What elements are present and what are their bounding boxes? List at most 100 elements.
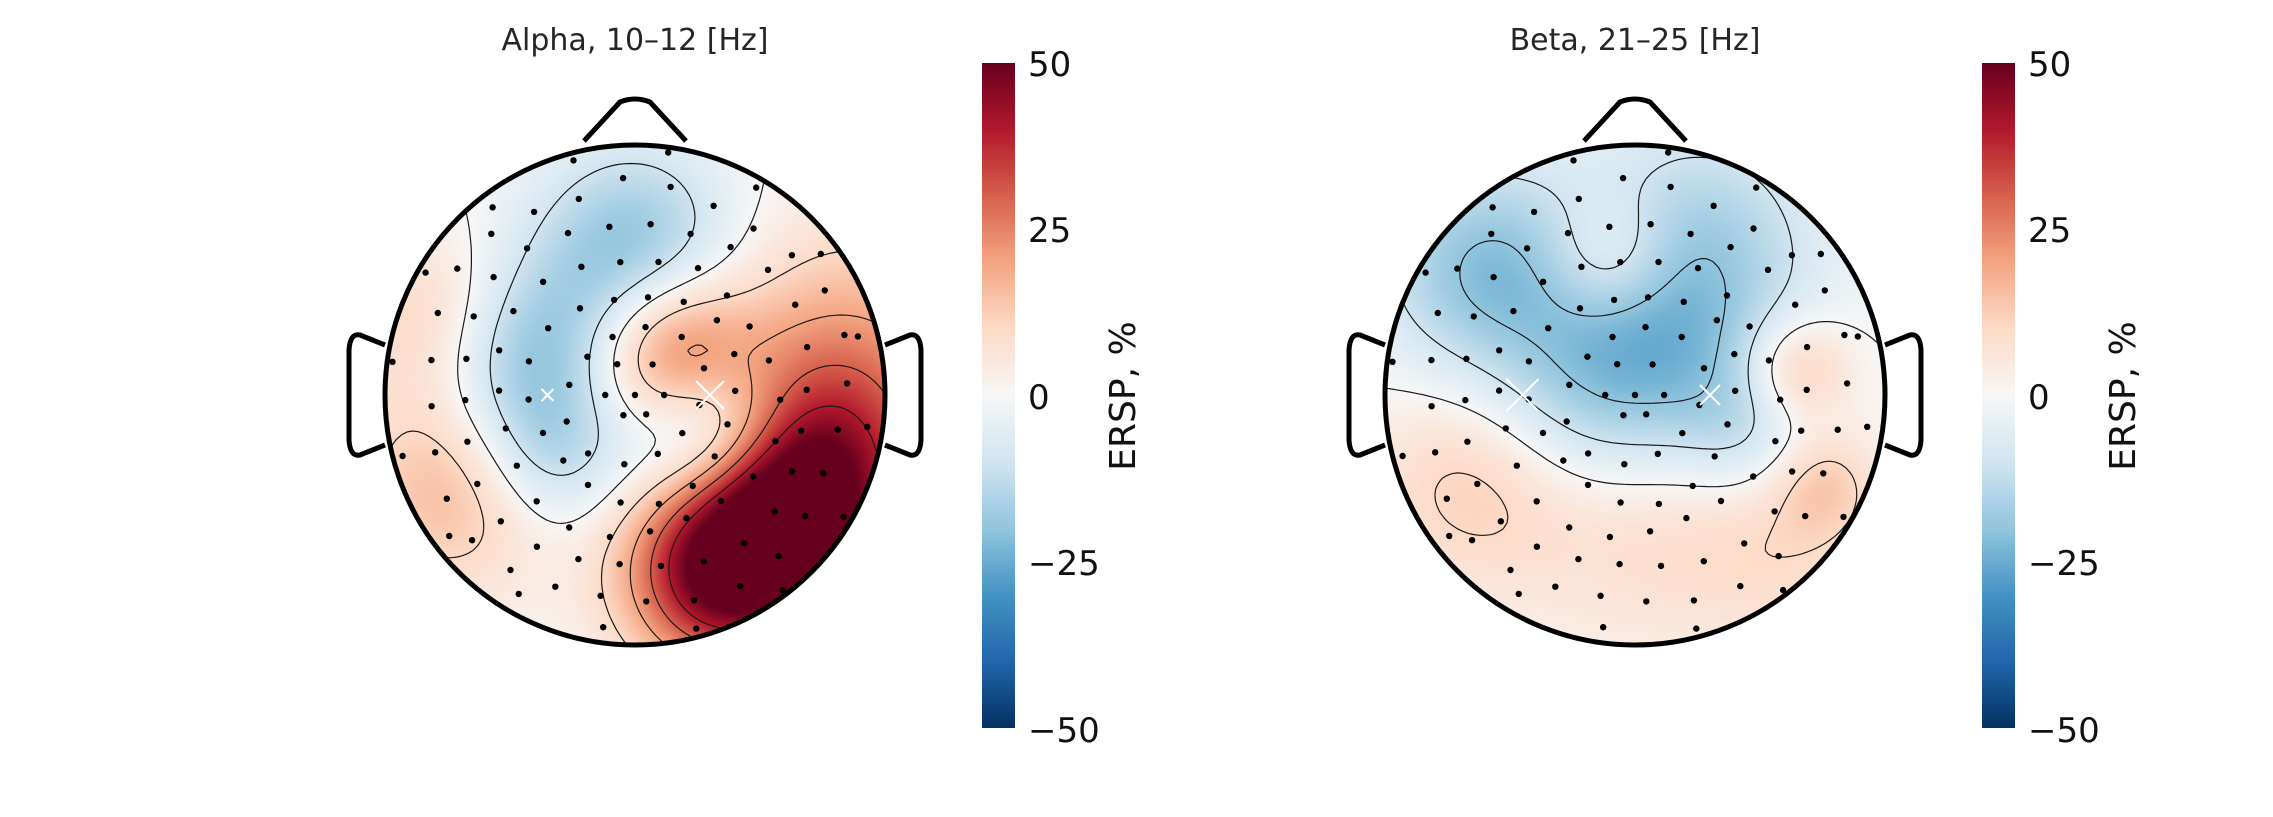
sensor-marker [1597,592,1604,599]
sensor-marker [1564,229,1572,237]
sensor-marker [1737,582,1744,590]
topoplot-panel-alpha: Alpha, 10–12 [Hz] 50 25 0 −25 −50 ERS [346,23,1144,751]
sensor-marker [775,552,782,560]
sensor-marker [1507,566,1514,574]
sensor-marker [575,555,582,563]
sensor-marker [1389,358,1396,365]
sensor-marker [1864,423,1871,430]
sensor-marker [717,497,725,505]
sensor-marker [584,353,591,360]
sensor-marker [646,528,654,535]
sensor-marker [1788,252,1796,259]
sensor-marker [428,356,435,364]
sensor-marker [576,305,584,312]
sensor-marker [1552,583,1559,590]
sensor-marker [1570,157,1577,164]
sensor-marker [609,333,616,341]
sensor-marker [1765,357,1773,364]
nose [1582,96,1688,143]
colorbar-tick-label: −25 [1028,544,1100,584]
reference-cross [1505,378,1540,412]
sensor-marker [713,317,721,324]
sensor-marker [724,421,731,428]
sensor-marker [710,202,717,209]
sensor-marker [1584,450,1592,457]
sensor-marker [798,427,805,434]
sensor-marker [1657,562,1665,570]
sensor-marker [1545,325,1552,332]
sensor-marker [665,149,672,156]
sensor-marker [1655,258,1662,266]
sensor-marker [700,365,708,372]
sensor-marker [1443,495,1451,502]
sensor-marker [463,355,470,362]
colorbar-label: ERSP, % [2103,321,2144,470]
colorbar: 50 25 0 −25 −50 ERSP, % [982,45,1144,751]
reference-cross [1699,384,1721,406]
sensor-marker [678,333,685,341]
sensor-marker [1539,278,1547,285]
sensor-marker [1470,313,1477,320]
sensor-marker [489,204,496,211]
sensor-marker [817,250,824,258]
sensor-marker [788,252,796,259]
sensor-marker [1606,533,1614,541]
sensor-marker [1711,453,1718,460]
sensor-marker [655,258,662,266]
sensor-marker [428,403,435,410]
sensor-marker [1779,586,1787,594]
sensor-markers [389,149,871,632]
sensor-marker [1617,258,1624,266]
sensor-marker [657,562,665,570]
sensor-marker [741,540,748,547]
sensor-marker [803,386,810,393]
colorbar-gradient [1982,63,2015,728]
colorbar-gradient [982,63,1015,728]
sensor-marker [723,292,731,299]
sensor-marker [1525,358,1533,365]
sensor-marker [1667,183,1674,191]
colorbar-ticks: 50 25 0 −25 −50 [2028,45,2100,751]
sensor-marker [1727,243,1734,251]
sensor-marker [619,174,627,182]
sensor-marker [1803,386,1810,393]
sensor-marker [490,273,497,281]
sensor-marker [727,243,734,251]
sensor-marker [502,425,509,432]
sensor-marker [432,449,439,456]
sensor-marker [1584,353,1591,360]
sensor-marker [617,499,624,506]
sensor-marker [468,537,476,544]
sensor-marker [746,323,753,330]
sensor-marker [771,508,778,515]
sensor-marker [584,481,592,489]
sensor-marker [1802,512,1809,520]
sensor-marker [399,452,406,460]
sensor-marker [1694,264,1702,272]
sensor-marker [1523,245,1531,252]
sensor-marker [679,429,686,437]
sensor-marker [525,396,532,403]
sensor-marker [1690,597,1698,604]
sensor-marker [606,223,613,230]
sensor-marker [1854,333,1862,340]
head-outline [382,142,888,648]
sensor-marker [841,331,848,339]
sensor-marker [655,500,663,508]
sensor-marker [690,597,698,604]
sensor-marker [680,298,687,305]
sensor-marker [1575,195,1583,203]
sensor-marker [620,412,627,419]
head-outline [1382,142,1888,648]
sensor-marker [434,309,441,317]
sensor-marker [488,230,495,237]
left-ear [1346,332,1386,458]
contour-line [1385,321,1885,488]
sensor-marker [765,357,773,364]
sensor-marker [1609,333,1616,341]
sensor-marker [1643,598,1650,605]
sensor-marker [1775,552,1782,560]
sensor-marker [470,313,477,320]
sensor-marker [1560,457,1567,464]
sensor-marker [1840,513,1847,521]
